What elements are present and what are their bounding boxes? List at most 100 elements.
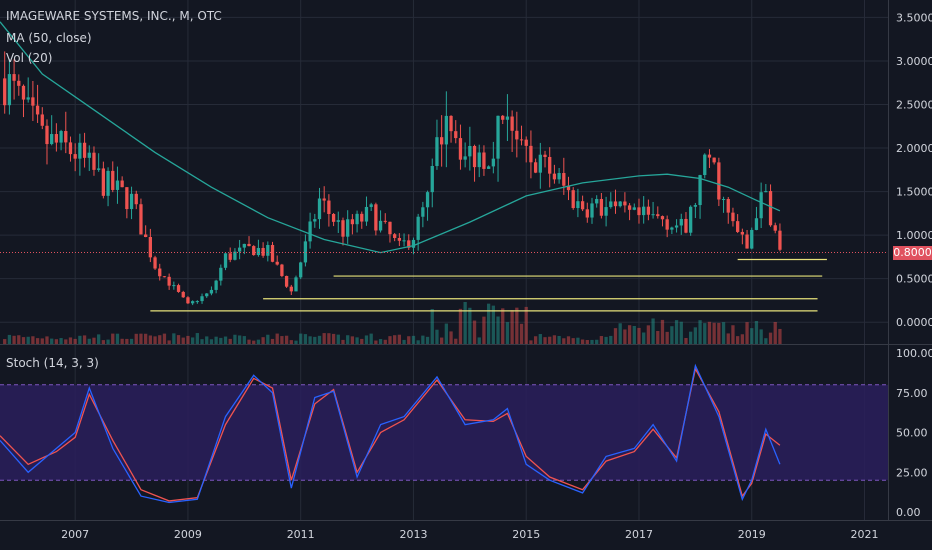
volume-bar [726,333,730,344]
volume-bar [731,325,735,344]
volume-bar [341,339,345,344]
volume-bar [35,338,40,344]
volume-bar [703,323,707,344]
candle-body [595,198,599,204]
volume-bar [665,331,669,344]
candle-body [538,154,542,173]
volume-bar [707,321,712,344]
volume-bar [740,334,744,344]
volume-bar [242,336,246,344]
volume-bar [674,320,679,344]
volume-bar [468,307,472,344]
candle-body [721,199,726,201]
volume-bar [590,339,594,344]
volume-bar [440,337,444,344]
volume-bar [284,335,289,344]
volume-bar [364,335,369,344]
volume-bar [486,303,491,344]
candle-body [153,257,157,269]
volume-bar [407,336,411,344]
volume-bar [331,333,336,344]
candle-body [740,231,744,235]
volume-bar [355,337,359,344]
volume-bar [209,339,214,344]
candle-body [7,74,12,106]
volume-bar [17,335,21,344]
candle-body [571,190,575,209]
candle-body [482,152,486,169]
candle-body [562,173,566,186]
price-tick-label: 2.5000 [896,99,932,112]
candle-body [533,162,538,173]
volume-bar [548,336,552,344]
volume-bar [656,330,660,344]
candle-body [679,218,683,226]
ma-legend: MA (50, close) [6,31,92,45]
volume-bar [496,316,500,344]
time-tick-label: 2017 [625,528,653,541]
price-tick-label: 3.0000 [896,55,932,68]
candle-body [228,253,232,260]
candle-body [317,198,322,220]
volume-bar [167,340,171,344]
volume-bar [294,340,298,344]
candle-body [430,165,434,193]
volume-bar [26,336,30,344]
candle-body [515,130,519,140]
volume-bar [750,328,754,344]
candle-body [440,137,444,145]
volume-bar [778,328,782,344]
volume-bar [228,338,232,344]
time-tick-label: 2011 [287,528,315,541]
candle-body [599,198,604,216]
volume-bar [515,307,519,344]
candle-body [181,291,185,298]
volume-bar [557,335,561,344]
candle-body [703,154,707,176]
candle-body [106,170,110,196]
volume-bar [186,335,190,344]
candle-body [665,219,669,230]
volume-bar [721,322,726,344]
candle-body [416,216,420,240]
volume-bar [313,336,317,344]
stoch-k-line [0,363,781,504]
candle-body [458,138,463,160]
candle-body [411,239,416,248]
candle-body [543,154,547,157]
candle-body [707,154,712,158]
volume-bar [101,340,106,344]
candle-body [242,243,246,248]
volume-bar [195,333,199,344]
candle-body [87,152,91,158]
volume-bar [618,323,622,344]
price-tick-label: 1.5000 [896,186,932,199]
candle-body [468,145,472,157]
candle-body [64,131,68,143]
candle-body [289,286,293,292]
candle-body [736,221,740,232]
candle-body [148,237,152,258]
price-tick-label: 2.0000 [896,142,932,155]
candle-body [656,214,660,217]
candle-body [529,145,533,163]
candle-body [510,116,514,131]
candle-body [642,206,646,216]
volume-bar [346,335,350,344]
stoch-legend: Stoch (14, 3, 3) [6,356,99,370]
chart-title: IMAGEWARE SYSTEMS, INC., M, OTC [6,9,222,23]
volume-bar [73,338,77,344]
volume-bar [529,340,533,344]
candle-body [421,207,425,217]
candle-body [501,115,505,120]
candle-body [548,156,552,174]
volume-bar [562,338,566,344]
candle-body [576,201,580,209]
volume-bar [651,318,655,344]
candle-body [435,137,439,166]
volume-bar [533,336,538,344]
volume-bar [599,336,604,344]
volume-bar [425,336,430,344]
volume-bar [660,319,665,344]
